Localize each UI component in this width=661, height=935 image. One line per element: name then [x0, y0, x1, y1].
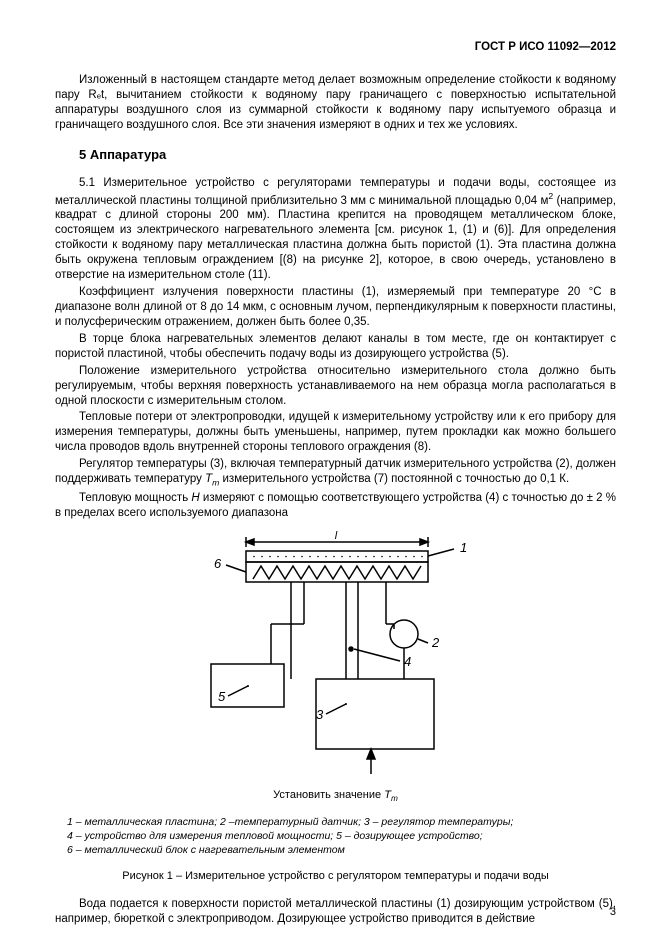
intro-paragraph: Изложенный в настоящем стандарте метод д…	[55, 73, 616, 133]
svg-text:6: 6	[214, 556, 222, 571]
legend-3: 6 – металлический блок с нагревательным …	[67, 844, 345, 856]
p-torce: В торце блока нагревательных элементов д…	[55, 332, 616, 362]
p-reg: Регулятор температуры (3), включая темпе…	[55, 457, 616, 488]
p-water: Вода подается к поверхности пористой мет…	[55, 897, 616, 927]
p-pos: Положение измерительного устройства отно…	[55, 364, 616, 409]
figure-sub-caption: Установить значение Tm	[55, 788, 616, 805]
p-pow1: Тепловую мощность	[79, 492, 191, 504]
p-reg2: измерительного устройства (7) постоянной…	[219, 473, 569, 485]
sym-H: H	[191, 492, 199, 504]
figure-1: l 1	[55, 529, 616, 805]
p-5-1: 5.1 Измерительное устройство с регулятор…	[55, 176, 616, 283]
doc-header: ГОСТ Р ИСО 11092—2012	[55, 40, 616, 55]
svg-text:3: 3	[316, 707, 324, 722]
svg-text:5: 5	[218, 689, 226, 704]
page-number: 3	[610, 905, 616, 919]
svg-text:l: l	[334, 530, 337, 542]
sym-Tm: Tm	[205, 473, 219, 485]
section-5-title: 5 Аппаратура	[79, 147, 616, 164]
figure-legend: 1 – металлическая пластина; 2 –температу…	[55, 815, 616, 858]
svg-text:2: 2	[431, 635, 440, 650]
svg-text:1: 1	[460, 540, 467, 555]
sym-Tm-2: Tm	[384, 789, 398, 801]
p-coef: Коэффициент излучения поверхности пласти…	[55, 285, 616, 330]
svg-text:4: 4	[404, 654, 411, 669]
figure-1-svg: l 1	[176, 529, 496, 784]
intro-text: Изложенный в настоящем стандарте метод д…	[55, 74, 616, 131]
legend-1: 1 – металлическая пластина; 2 –температу…	[67, 816, 513, 828]
p-power: Тепловую мощность H измеряют с помощью с…	[55, 491, 616, 521]
p51a: 5.1 Измерительное устройство с регулятор…	[55, 177, 616, 207]
p51b: (например, квадрат с длиной стороны 200 …	[55, 194, 616, 281]
legend-2: 4 – устройство для измерения тепловой мо…	[67, 830, 483, 842]
fig-sub: Установить значение	[273, 789, 384, 801]
p-heat: Тепловые потери от электропроводки, идущ…	[55, 410, 616, 455]
figure-1-title: Рисунок 1 – Измерительное устройство с р…	[55, 869, 616, 883]
